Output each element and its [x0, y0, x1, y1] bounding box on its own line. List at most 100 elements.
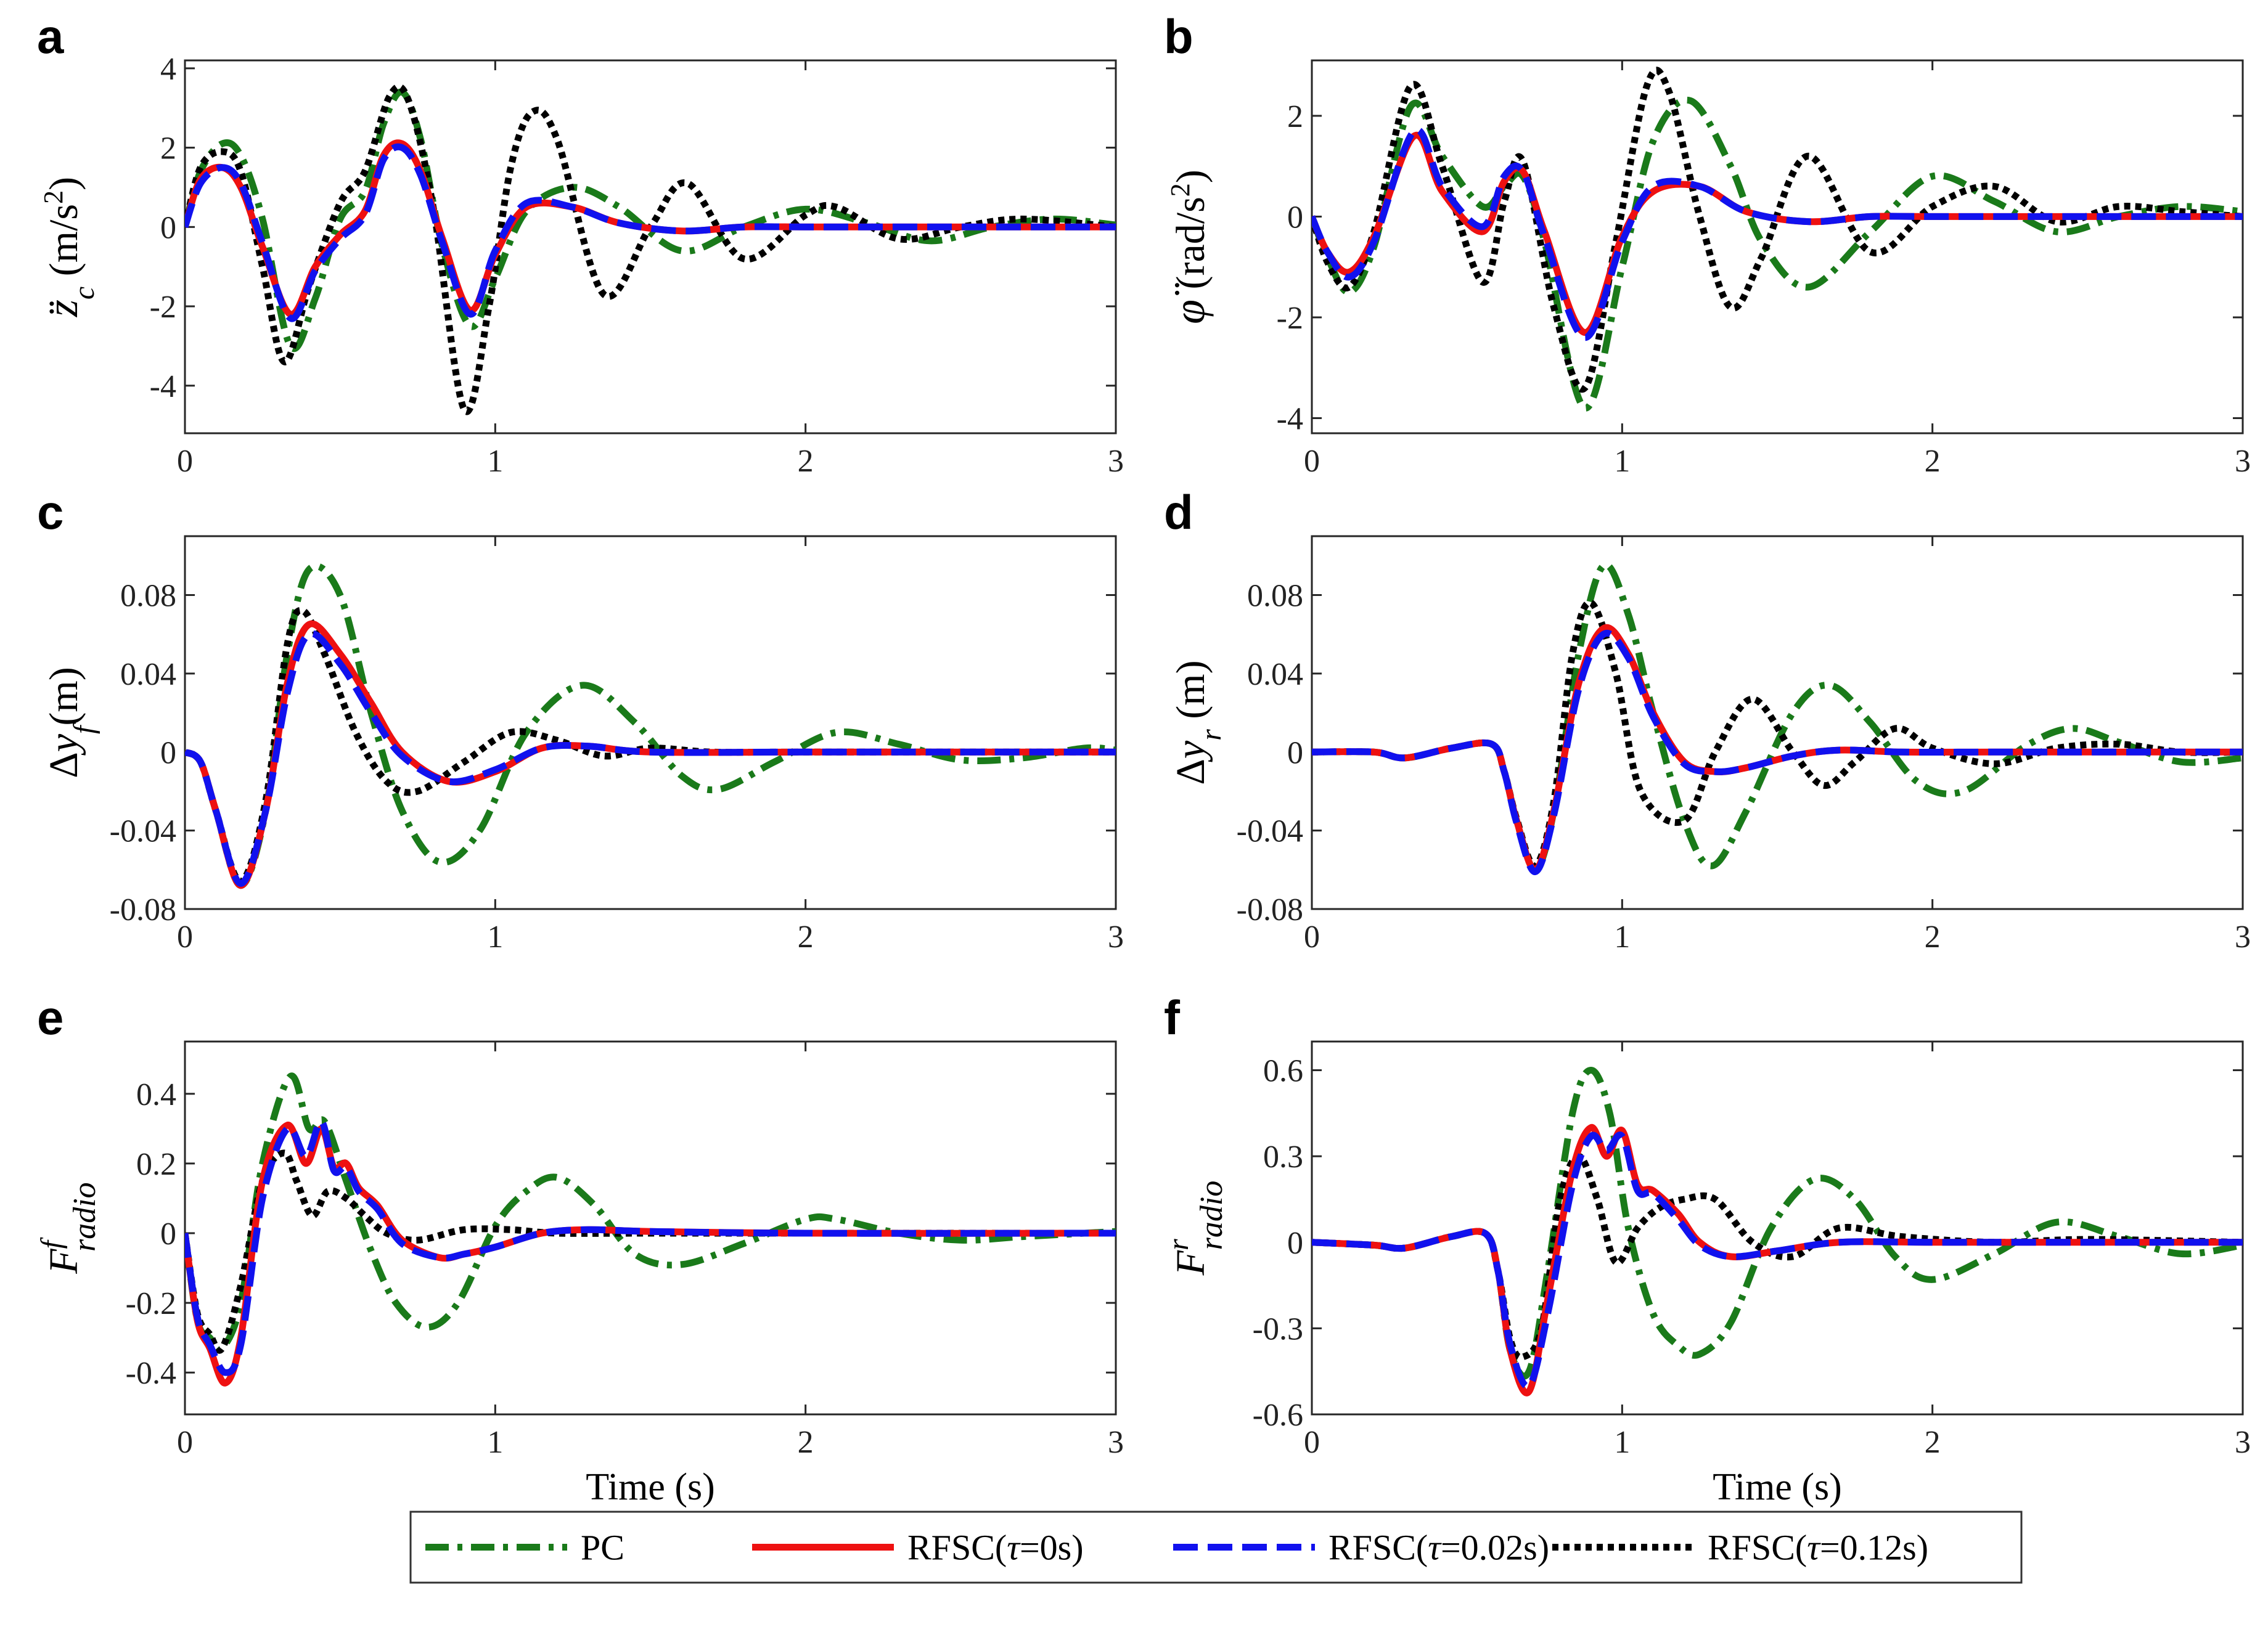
x-tick-label: 1 — [1614, 1425, 1630, 1460]
panel-f: 0 1 2 3 0.6 0.3 0 -0.3 -0.6 f Frradio Time (s) — [1162, 990, 2251, 1508]
x-tick-label: 0 — [1304, 444, 1320, 479]
x-tick-label: 2 — [1925, 444, 1941, 479]
x-tick-label: 2 — [1925, 920, 1941, 955]
series-line-rfsc-0.02s- — [185, 1118, 1116, 1376]
y-axis-label: Frradio — [1162, 1181, 1229, 1276]
y-tick-label: 4 — [160, 52, 176, 87]
panel-label: f — [1164, 990, 1181, 1045]
x-tick-label: 1 — [487, 444, 503, 479]
y-tick-label: 0 — [160, 1217, 176, 1252]
panel-a: 0 1 2 3 4 2 0 -2 -4 a z̈c (m/s2) — [37, 9, 1124, 479]
series-line-rfsc-0.02s- — [1312, 1131, 2243, 1390]
y-tick-label: -0.2 — [126, 1286, 176, 1321]
series-line-pc — [1312, 96, 2243, 412]
y-tick-label: -0.6 — [1253, 1398, 1303, 1433]
y-tick-label: 0.4 — [136, 1077, 176, 1112]
series-line-rfsc-0.02s- — [1312, 630, 2243, 875]
panel-label: b — [1164, 9, 1193, 63]
y-tick-label: 0 — [1287, 735, 1303, 770]
x-tick-label: 1 — [487, 1425, 503, 1460]
y-tick-label: 0.2 — [136, 1147, 176, 1182]
legend-entry: RFSC(τ=0s) — [752, 1528, 1084, 1568]
x-tick-label: 2 — [798, 1425, 814, 1460]
x-tick-label: 0 — [177, 444, 193, 479]
y-tick-label: 0.08 — [120, 579, 176, 614]
y-tick-label: 0.6 — [1263, 1054, 1303, 1089]
y-axis-label: Ffradio — [35, 1182, 102, 1274]
x-tick-label: 3 — [1108, 920, 1124, 955]
series-line-rfsc-0.02s- — [185, 630, 1116, 887]
series-line-rfsc-0.02s- — [1312, 126, 2243, 341]
panel-b: 0 1 2 3 2 0 -2 -4 b φ̈ (rad/s2) — [1164, 9, 2251, 479]
y-tick-label: 0.04 — [120, 657, 176, 692]
x-tick-label: 0 — [1304, 1425, 1320, 1460]
y-tick-label: 0 — [1287, 200, 1303, 235]
y-axis-label: Δyr (m) — [1168, 660, 1227, 785]
x-tick-label: 3 — [2235, 1425, 2251, 1460]
x-tick-label: 0 — [177, 920, 193, 955]
y-tick-label: -2 — [1277, 301, 1303, 336]
x-tick-label: 0 — [1304, 920, 1320, 955]
y-tick-label: 2 — [1287, 99, 1303, 134]
x-tick-label: 2 — [1925, 1425, 1941, 1460]
y-tick-label: -0.08 — [1237, 892, 1303, 928]
legend-entry: RFSC(τ=0.02s) — [1173, 1528, 1549, 1568]
y-tick-label: -4 — [1277, 401, 1303, 436]
x-tick-label: 3 — [1108, 444, 1124, 479]
panel-d: 0 1 2 3 0.08 0.04 0 -0.04 -0.08 d Δyr (m) — [1164, 485, 2251, 955]
panel-label: e — [37, 990, 63, 1045]
legend-entry: RFSC(τ=0.12s) — [1552, 1528, 1928, 1568]
y-axis-label: φ̈ (rad/s2) — [1165, 169, 1214, 324]
y-tick-label: 2 — [160, 131, 176, 166]
x-tick-label: 0 — [177, 1425, 193, 1460]
y-tick-label: 0 — [1287, 1226, 1303, 1261]
x-tick-label: 2 — [798, 444, 814, 479]
x-tick-label: 1 — [487, 920, 503, 955]
panel-e: 0 1 2 3 0.4 0.2 0 -0.2 -0.4 e Ffradio Time (s) — [35, 990, 1124, 1508]
y-axis-label: z̈c (m/s2) — [38, 177, 100, 317]
y-tick-label: -4 — [150, 369, 176, 404]
y-tick-label: 0.08 — [1247, 579, 1303, 614]
x-tick-label: 3 — [2235, 920, 2251, 955]
y-axis-label: Δyf(m) — [41, 667, 100, 778]
plot-area — [1311, 1040, 2244, 1416]
x-tick-label: 3 — [2235, 444, 2251, 479]
legend-label: RFSC(τ=0.12s) — [1708, 1528, 1928, 1568]
series-line-rfsc-0.12s- — [185, 83, 1116, 415]
legend: PC RFSC(τ=0s) RFSC(τ=0.02s) RFSC(τ=0.12s) — [409, 1511, 2023, 1584]
legend-label: PC — [581, 1528, 624, 1568]
panel-label: d — [1164, 485, 1193, 539]
x-axis-label: Time (s) — [586, 1466, 715, 1508]
x-tick-label: 1 — [1614, 920, 1630, 955]
plot-area — [1311, 535, 2244, 910]
plot-area — [184, 535, 1117, 910]
plot-area — [1311, 59, 2244, 434]
series-line-pc — [1312, 561, 2243, 873]
plot-area — [184, 1040, 1117, 1416]
series-line-rfsc-0.12s- — [1312, 67, 2243, 393]
y-tick-label: -0.3 — [1253, 1311, 1303, 1347]
y-tick-label: 0.3 — [1263, 1140, 1303, 1175]
y-tick-label: -0.04 — [1237, 814, 1303, 849]
y-tick-label: 0.04 — [1247, 657, 1303, 692]
x-tick-label: 2 — [798, 920, 814, 955]
legend-entry: PC — [425, 1528, 624, 1568]
y-tick-label: 0 — [160, 210, 176, 245]
legend-label: RFSC(τ=0.02s) — [1328, 1528, 1549, 1568]
y-tick-label: -0.08 — [110, 892, 176, 928]
legend-label: RFSC(τ=0s) — [907, 1528, 1084, 1568]
x-axis-label: Time (s) — [1713, 1466, 1842, 1508]
y-tick-label: -0.4 — [126, 1356, 176, 1391]
series-line-rfsc-0.12s- — [1312, 599, 2243, 870]
panel-label: c — [37, 485, 63, 539]
plot-area — [184, 59, 1117, 434]
y-tick-label: -0.04 — [110, 814, 176, 849]
series-line-rfsc-0.02s- — [185, 143, 1116, 322]
y-tick-label: -2 — [150, 290, 176, 325]
y-tick-label: 0 — [160, 735, 176, 770]
x-tick-label: 1 — [1614, 444, 1630, 479]
panel-c: 0 1 2 3 0.08 0.04 0 -0.04 -0.08 c Δyf(m) — [37, 485, 1124, 955]
panel-label: a — [37, 9, 64, 63]
x-tick-label: 3 — [1108, 1425, 1124, 1460]
